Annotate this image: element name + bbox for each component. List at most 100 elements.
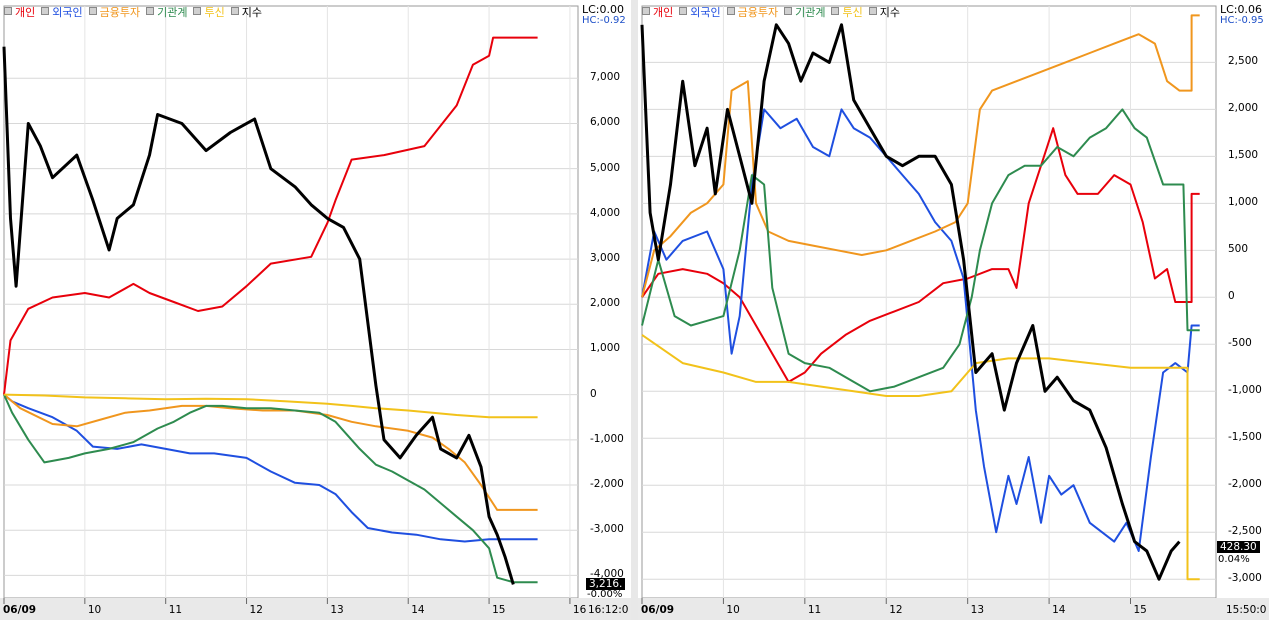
y-tick-label: 1,000 <box>1228 196 1259 209</box>
left-chart-canvas <box>0 5 631 620</box>
legend-item[interactable]: 외국인 <box>679 4 721 20</box>
plot-frame <box>641 5 1217 599</box>
legend-label: 지수 <box>241 6 262 19</box>
y-tick-label: 500 <box>1228 243 1249 256</box>
x-tick-label: 11 <box>168 604 183 616</box>
y-tick-label: 6,000 <box>590 116 621 129</box>
y-tick-label: 2,000 <box>590 297 621 310</box>
x-tick-label: 15 <box>492 604 506 616</box>
legend-item[interactable]: 기관계 <box>784 4 825 20</box>
legend-item[interactable]: 지수 <box>230 4 262 20</box>
legend-marker <box>726 7 735 15</box>
legend-marker <box>193 7 202 15</box>
series-line-금융투자 <box>641 14 1200 298</box>
left-time-label: 16:12:0 <box>588 604 629 616</box>
series-line-투신 <box>3 393 538 419</box>
y-tick-label: 1,500 <box>1228 149 1259 162</box>
legend-marker <box>88 7 97 15</box>
x-tick-label: 14 <box>1052 604 1066 616</box>
legend-label: 기관계 <box>157 6 188 19</box>
y-tick-label: -3,000 <box>1228 572 1262 585</box>
y-tick-label: 0 <box>590 387 597 400</box>
legend-label: 투신 <box>842 6 863 19</box>
series-line-개인 <box>641 127 1200 383</box>
x-tick-label: 13 <box>330 604 344 616</box>
legend-item[interactable]: 개인 <box>4 4 35 20</box>
legend-item[interactable]: 금융투자 <box>726 4 779 20</box>
legend-label: 금융투자 <box>99 6 141 19</box>
right-lc-label: LC:0.06 <box>1220 3 1263 16</box>
legend-marker <box>4 7 12 15</box>
legend-item[interactable]: 금융투자 <box>88 4 141 20</box>
legend-marker <box>41 7 50 15</box>
legend-marker <box>642 7 650 15</box>
legend-label: 투신 <box>204 6 225 19</box>
left-chart-panel: 개인 외국인 금융투자 기관계 투신 지수 LC:0.00 HC:-0.92 7,000 6… <box>0 0 631 620</box>
series-line-외국인 <box>3 393 538 543</box>
legend-item[interactable]: 기관계 <box>146 4 187 20</box>
y-tick-label: -4,000 <box>590 568 624 581</box>
legend-label: 지수 <box>879 6 900 19</box>
series-line-지수 <box>2 46 515 585</box>
series-line-지수 <box>640 23 1181 581</box>
left-hc-label: HC:-0.92 <box>582 15 626 26</box>
legend-marker <box>679 7 688 15</box>
x-tick-label: 15 <box>1133 604 1147 616</box>
y-tick-label: -1,500 <box>1228 431 1262 444</box>
x-tick-label: 12 <box>249 604 263 616</box>
left-last-change-label: -0.00% <box>587 589 623 600</box>
series-line-개인 <box>3 36 538 395</box>
legend-label: 외국인 <box>690 6 721 19</box>
panel-divider <box>631 0 638 620</box>
x-tick-label: 06/09 <box>3 604 37 616</box>
legend-item[interactable]: 투신 <box>193 4 225 20</box>
legend-label: 개인 <box>15 6 36 19</box>
right-legend: 개인 외국인 금융투자 기관계 투신 지수 <box>642 4 906 20</box>
y-tick-label: -2,000 <box>1228 478 1262 491</box>
y-tick-label: 2,500 <box>1228 55 1259 68</box>
plot-frame <box>3 5 579 599</box>
y-tick-label: 1,000 <box>590 342 621 355</box>
left-last-value-tag: 3,216. <box>586 578 626 590</box>
legend-marker <box>146 7 155 15</box>
x-tick-label: 10 <box>87 604 102 616</box>
x-tick-label: 10 <box>726 604 740 616</box>
series-line-기관계 <box>3 394 538 584</box>
x-tick-label: 14 <box>411 604 425 616</box>
x-tick-label: 16 <box>572 604 587 616</box>
legend-marker <box>868 7 877 15</box>
legend-label: 기관계 <box>795 6 826 19</box>
y-tick-label: -2,500 <box>1228 525 1262 538</box>
series-line-외국인 <box>641 108 1200 552</box>
right-chart-canvas <box>638 5 1269 620</box>
legend-label: 금융투자 <box>737 6 779 19</box>
y-tick-label: -2,000 <box>590 478 624 491</box>
legend-item[interactable]: 외국인 <box>41 4 83 20</box>
y-tick-label: -1,000 <box>1228 384 1262 397</box>
right-time-label: 15:50:0 <box>1226 604 1267 616</box>
legend-label: 외국인 <box>52 6 83 19</box>
right-last-value-tag: 428.30 <box>1217 541 1260 553</box>
y-tick-label: 2,000 <box>1228 102 1259 115</box>
left-legend: 개인 외국인 금융투자 기관계 투신 지수 <box>4 4 268 20</box>
legend-marker <box>230 7 239 15</box>
x-axis-strip <box>638 598 1269 620</box>
y-tick-label: 5,000 <box>590 161 621 174</box>
legend-marker <box>784 7 793 15</box>
series-line-투신 <box>641 334 1200 581</box>
legend-marker <box>831 7 840 15</box>
y-tick-label: -3,000 <box>590 523 624 536</box>
legend-item[interactable]: 투신 <box>831 4 863 20</box>
x-tick-label: 06/09 <box>641 604 675 616</box>
y-tick-label: -500 <box>1228 337 1252 350</box>
x-tick-label: 12 <box>889 604 903 616</box>
right-chart-panel: 개인 외국인 금융투자 기관계 투신 지수 LC:0.06 HC:-0.95 2,500 2… <box>638 0 1269 620</box>
x-tick-label: 13 <box>970 604 985 616</box>
legend-item[interactable]: 지수 <box>868 4 900 20</box>
legend-label: 개인 <box>653 6 674 19</box>
y-tick-label: 4,000 <box>590 206 621 219</box>
y-tick-label: 0 <box>1228 290 1235 303</box>
y-tick-label: 7,000 <box>590 71 621 84</box>
legend-item[interactable]: 개인 <box>642 4 673 20</box>
x-tick-label: 11 <box>807 604 822 616</box>
